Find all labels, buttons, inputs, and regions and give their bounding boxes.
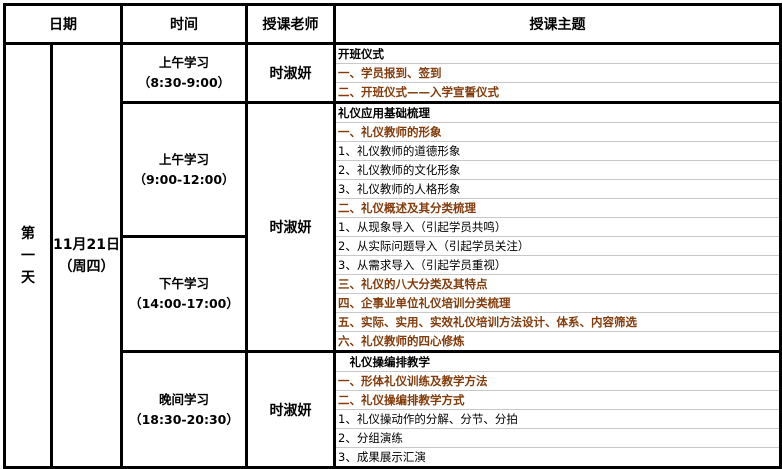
teacher-cell: 时淑妍	[245, 101, 336, 353]
topic-title: 开班仪式	[333, 42, 782, 64]
header-topic: 授课主题	[333, 3, 782, 45]
topic-item: 2、从实际问题导入（引起学员关注）	[333, 236, 782, 256]
day-label: 第一天	[3, 42, 53, 469]
topic-item: 三、礼仪的八大分类及其特点	[333, 274, 782, 294]
topic-title: 礼仪应用基础梳理	[333, 101, 782, 123]
topic-item: 二、开班仪式——入学宣誓仪式	[333, 82, 782, 104]
topic-item: 1、礼仪操动作的分解、分节、分拍	[333, 409, 782, 429]
header-date: 日期	[3, 3, 123, 45]
topic-item: 3、成果展示汇演	[333, 447, 782, 469]
topic-item: 一、形体礼仪训练及教学方法	[333, 371, 782, 391]
topic-item: 二、礼仪概述及其分类梳理	[333, 198, 782, 218]
topic-item: 五、实际、实用、实效礼仪培训方法设计、体系、内容筛选	[333, 312, 782, 332]
topic-item: 一、学员报到、签到	[333, 63, 782, 83]
time-cell: 上午学习 （8:30-9:00）	[120, 42, 248, 104]
time-cell: 下午学习 （14:00-17:00）	[120, 235, 248, 353]
topic-item: 3、礼仪教师的人格形象	[333, 179, 782, 199]
topic-item: 3、从需求导入（引起学员重视）	[333, 255, 782, 275]
header-teacher: 授课老师	[245, 3, 336, 45]
topic-item: 1、从现象导入（引起学员共鸣）	[333, 217, 782, 237]
schedule-table: 日期 时间 授课老师 授课主题 第一天 11月21日 （周四） 上午学习 （8:30…	[3, 3, 782, 469]
teacher-cell: 时淑妍	[245, 42, 336, 104]
header-time: 时间	[120, 3, 248, 45]
topic-item: 2、礼仪教师的文化形象	[333, 160, 782, 180]
topic-item: 1、礼仪教师的道德形象	[333, 141, 782, 161]
date-cell: 11月21日 （周四）	[50, 42, 123, 469]
topic-item: 四、企事业单位礼仪培训分类梳理	[333, 293, 782, 313]
teacher-cell: 时淑妍	[245, 350, 336, 469]
topic-item: 2、分组演练	[333, 428, 782, 448]
time-cell: 上午学习 （9:00-12:00）	[120, 101, 248, 238]
time-cell: 晚间学习 （18:30-20:30）	[120, 350, 248, 469]
topic-title: 礼仪操编排教学	[333, 350, 782, 372]
topic-item: 六、礼仪教师的四心修炼	[333, 331, 782, 353]
topic-item: 二、礼仪操编排教学方式	[333, 390, 782, 410]
topic-item: 一、礼仪教师的形象	[333, 122, 782, 142]
